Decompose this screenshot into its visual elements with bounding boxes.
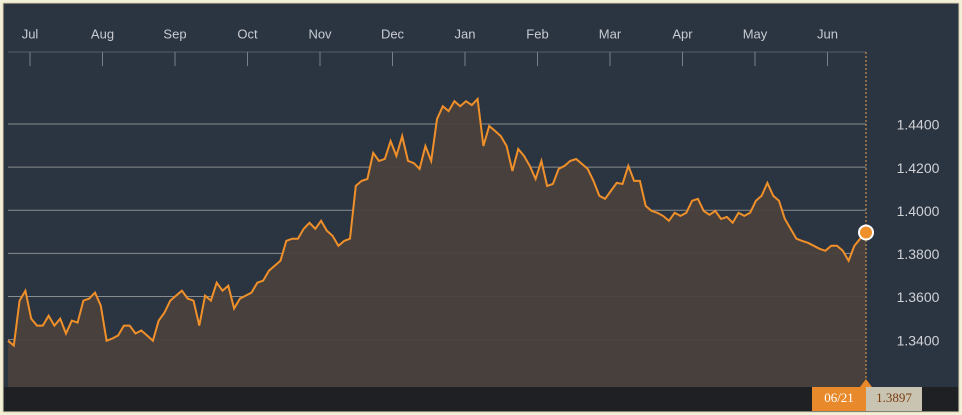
line [7,96,867,348]
y-tick-label: 1.3400 [897,332,940,348]
month-label: Apr [672,26,693,41]
month-label: Sep [163,26,186,41]
area [8,99,866,387]
last-date-pointer [860,379,872,387]
month-label: Dec [381,26,405,41]
month-label: Jul [22,26,39,41]
y-tick-label: 1.3800 [897,246,940,262]
last-value-box [866,387,922,411]
last-value: 1.3897 [876,390,912,405]
y-tick-label: 1.4400 [897,117,940,133]
last-point [858,224,874,241]
y-tick-label: 1.3600 [897,289,940,305]
last-date: 06/21 [824,390,854,405]
month-label: Oct [237,26,258,41]
y-tick-label: 1.4000 [897,203,940,219]
y-tick-label: 1.4200 [897,160,940,176]
last-date-box [812,387,866,411]
month-label: Jun [817,26,838,41]
month-label: Feb [526,26,548,41]
month-label: Nov [308,26,332,41]
footer-bar [4,387,958,411]
month-label: Jan [455,26,476,41]
month-label: May [743,26,768,41]
month-label: Mar [599,26,622,41]
month-label: Aug [91,26,114,41]
